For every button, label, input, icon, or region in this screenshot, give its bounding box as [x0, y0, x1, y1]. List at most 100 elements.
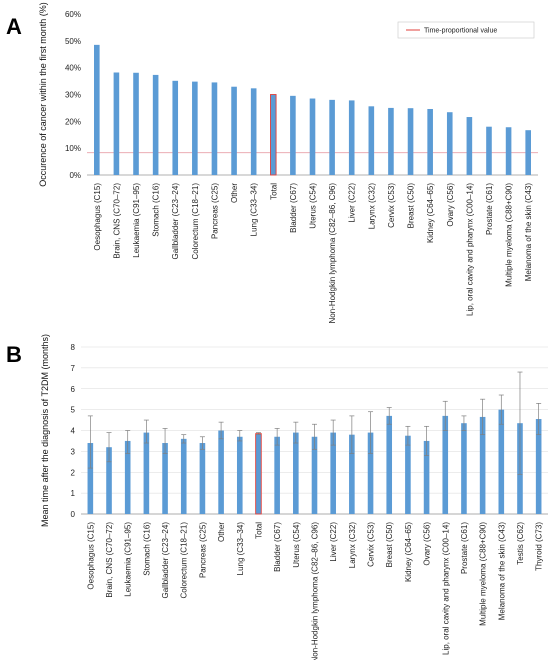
x-category-label: Uterus (C54) [292, 522, 301, 568]
x-category-label: Cervix (C53) [367, 522, 376, 567]
x-category-label: Oesophagus (C15) [93, 183, 102, 251]
x-category-label: Lung (C33–34) [250, 183, 259, 237]
x-category-label: Bladder (C67) [289, 183, 298, 233]
x-category-label: Breast (C50) [385, 522, 394, 568]
y-tick-label: 60% [65, 10, 81, 19]
y-tick-label: 10% [65, 144, 81, 153]
bar [192, 81, 198, 175]
x-category-label: Melanoma of the skin (C43) [524, 183, 533, 282]
x-category-label: Kidney (C64–65) [426, 183, 435, 243]
x-category-label: Testis (C62) [516, 522, 525, 565]
bar [250, 88, 257, 175]
x-category-label: Brain, CNS (C70–72) [105, 522, 114, 598]
bar [405, 435, 411, 514]
y-tick-label: 30% [65, 91, 81, 100]
bar [423, 440, 430, 514]
bar [94, 44, 100, 175]
x-category-label: Stomach (C16) [142, 522, 151, 576]
y-tick-label: 2 [71, 468, 76, 477]
bar-total [255, 433, 262, 515]
x-category-label: Cervix (C53) [387, 183, 396, 228]
bar [349, 434, 355, 514]
y-axis-label: Mean time after the diagnosis of T2DM (m… [40, 334, 50, 527]
x-category-label: Kidney (C64–65) [404, 522, 413, 582]
x-category-label: Leukaemia (C91–95) [124, 522, 133, 597]
x-category-label: Stomach (C16) [152, 183, 161, 237]
x-category-label: Colorectum (C18–21) [191, 183, 200, 260]
bar [180, 438, 187, 514]
bar [367, 432, 374, 514]
chart-panel-b: 0 1 2 3 4 5 6 7 8 Mean time after the diagnosis o… [40, 334, 548, 660]
bar [231, 86, 237, 175]
x-category-label: Brain, CNS (C70–72) [112, 183, 121, 259]
x-category-label: Bladder (C67) [273, 522, 282, 572]
x-category-label: Melanoma of the skin (C43) [497, 522, 506, 621]
bar [368, 106, 375, 175]
bar [386, 415, 393, 514]
bar [162, 443, 168, 514]
bar [106, 447, 112, 514]
x-category-label: Liver (C22) [329, 522, 338, 562]
panel-letter-a: A [6, 14, 22, 39]
bar [293, 432, 299, 514]
x-category-label: Total [254, 522, 263, 539]
x-category-label: Ovary (C56) [423, 522, 432, 566]
bar [152, 74, 159, 175]
x-category-label: Pancreas (C25) [198, 522, 207, 578]
x-category-label: Thyroid (C73) [535, 522, 544, 571]
x-category-label: Prostate (C61) [460, 522, 469, 574]
y-tick-label: 4 [71, 427, 76, 436]
y-tick-label: 7 [71, 364, 76, 373]
x-category-label: Liver (C22) [348, 183, 357, 223]
x-category-label: Oesophagus (C15) [86, 522, 95, 590]
x-category-label: Leukaemia (C91–95) [132, 183, 141, 258]
y-tick-label: 5 [71, 406, 76, 415]
x-category-label: Uterus (C54) [309, 183, 318, 229]
y-tick-label: 8 [71, 343, 76, 352]
bar [427, 108, 433, 175]
bar [498, 409, 505, 514]
bar [236, 436, 243, 514]
bar [525, 130, 531, 175]
x-category-label: Larynx (C32) [348, 522, 357, 569]
x-category-label: Total [269, 183, 278, 200]
bar [211, 82, 218, 175]
x-category-label: Pancreas (C25) [210, 183, 219, 239]
bar [124, 440, 131, 514]
legend-box [397, 21, 535, 39]
chart-panel-a: 0% 10% 20% 30% 40% 50% 60% Occurence of cancer … [38, 2, 538, 324]
bar [274, 436, 280, 514]
x-category-label: Non-Hodgkin lymphoma (C82–86, C96) [328, 183, 337, 324]
bar [466, 117, 473, 175]
bar [348, 100, 355, 175]
bar [290, 95, 296, 175]
x-category-label: Gallbladder (C23–24) [161, 522, 170, 599]
x-category-label: Colorectum (C18–21) [180, 522, 189, 599]
y-axis-label: Occurence of cancer within the first mon… [38, 2, 48, 187]
x-category-label: Other [217, 522, 226, 542]
x-category-label: Ovary (C56) [446, 183, 455, 227]
y-tick-label: 6 [71, 385, 76, 394]
x-category-label: Other [230, 183, 239, 203]
bar [535, 419, 542, 514]
bar [172, 80, 179, 175]
x-category-label: Lip, oral cavity and pharynx (C00–14) [441, 522, 450, 655]
x-category-label: Multiple myeloma (C88+C90) [505, 183, 514, 287]
x-category-label: Gallbladder (C23–24) [171, 183, 180, 260]
x-category-label: Breast (C50) [407, 183, 416, 229]
bar [446, 112, 453, 175]
y-tick-label: 40% [65, 64, 81, 73]
x-category-label: Multiple myeloma (C88+C90) [479, 522, 488, 626]
bar [407, 108, 414, 175]
bar [505, 127, 512, 175]
bar [442, 415, 449, 514]
bar [87, 443, 94, 514]
bar [388, 107, 394, 175]
bar [199, 443, 206, 514]
bar-total [270, 94, 277, 176]
x-category-label: Prostate (C61) [485, 183, 494, 235]
x-category-label: Larynx (C32) [367, 183, 376, 230]
x-category-label: Lung (C33–34) [236, 522, 245, 576]
bar [309, 98, 316, 175]
